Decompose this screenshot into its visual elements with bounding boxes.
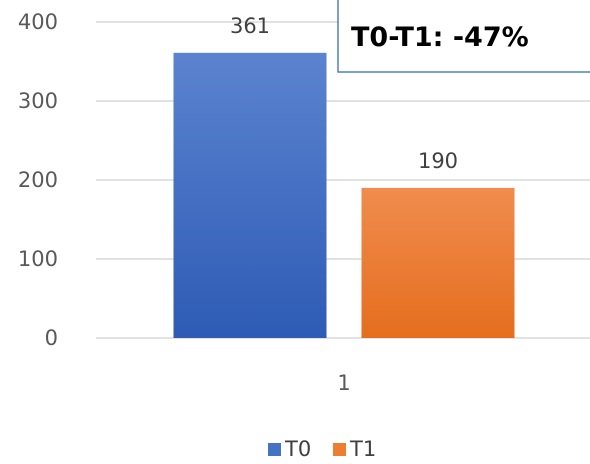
x-axis-tick-labels: 1: [337, 371, 350, 395]
annotation-border: [337, 0, 590, 73]
data-label-t0: 361: [230, 14, 270, 38]
y-tick-label: 0: [45, 326, 58, 350]
y-tick-label: 400: [18, 10, 58, 34]
data-labels: 361 190: [230, 14, 458, 173]
bars: [173, 52, 515, 339]
x-tick-label: 1: [337, 371, 350, 395]
y-tick-label: 100: [18, 247, 58, 271]
annotation-background: [339, 0, 590, 71]
y-tick-label: 300: [18, 89, 58, 113]
annotation-box: T0-T1: -47%: [337, 0, 590, 73]
legend-swatch-t0: [268, 443, 281, 456]
legend-swatch-t1: [333, 443, 346, 456]
data-label-t1: 190: [418, 149, 458, 173]
bar-t1: [361, 187, 515, 338]
bar-t0: [173, 52, 327, 339]
legend-label-t1: T1: [349, 437, 376, 461]
y-axis-tick-labels: 0 100 200 300 400: [18, 10, 58, 350]
legend: T0 T1: [268, 437, 376, 461]
annotation-text: T0-T1: -47%: [351, 22, 529, 53]
legend-label-t0: T0: [284, 437, 311, 461]
y-tick-label: 200: [18, 168, 58, 192]
